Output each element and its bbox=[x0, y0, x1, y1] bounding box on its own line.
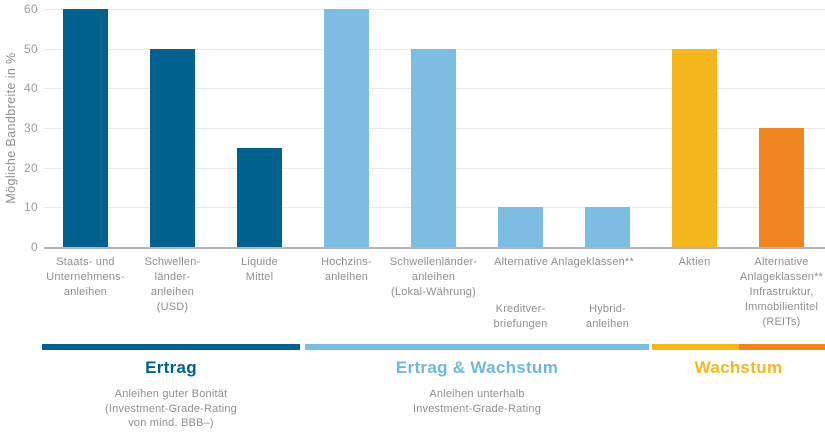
bar-2 bbox=[150, 48, 195, 247]
y-tick-label-10: 10 bbox=[24, 200, 38, 215]
x-axis-line bbox=[44, 246, 825, 249]
bar-label-8: Aktien bbox=[678, 256, 711, 268]
y-tick-label-40: 40 bbox=[24, 81, 38, 96]
bar-label-7: Hybrid- anleihen bbox=[585, 303, 630, 330]
bar-1 bbox=[63, 9, 108, 247]
bar-label-4: Hochzins- anleihen bbox=[321, 256, 372, 283]
bar-label-3: Liquide Mittel bbox=[241, 256, 278, 283]
y-tick-label-50: 50 bbox=[24, 41, 38, 56]
group-subtitle-2: Anleihen unterhalb Investment-Grade-Rati… bbox=[412, 388, 542, 415]
bar-label-1: Staats- und Unternehmens- anleihen bbox=[46, 256, 125, 298]
bar-5 bbox=[411, 48, 456, 247]
y-tick-label-30: 30 bbox=[24, 121, 38, 135]
group-underline-3-1 bbox=[652, 344, 739, 350]
bar-6 bbox=[498, 207, 543, 247]
bar-label-6: Kreditver- briefungen bbox=[493, 303, 548, 330]
group-underline-3-2 bbox=[738, 344, 825, 350]
y-tick-label-20: 20 bbox=[24, 160, 38, 175]
group-subtitle-1: Anleihen guter Bonität (Investment-Grade… bbox=[105, 388, 237, 429]
group-title-3: Wachstum bbox=[694, 358, 783, 377]
y-tick-label-0: 0 bbox=[31, 240, 38, 254]
bar-4 bbox=[324, 9, 369, 247]
group-underline-1-1 bbox=[42, 344, 300, 350]
bar-8 bbox=[672, 48, 717, 247]
bar-3 bbox=[237, 147, 282, 247]
bar-9 bbox=[759, 128, 804, 247]
bar-7 bbox=[585, 207, 630, 247]
bar-label-9: Alternative Anlageklassen** Infrastruktu… bbox=[739, 256, 824, 328]
bar-label-5: Schwellenländer- anleihen (Lokal-Währung… bbox=[389, 256, 478, 298]
gridline-60 bbox=[44, 9, 825, 10]
y-tick-label-60: 60 bbox=[24, 2, 38, 16]
group-underline-2-1 bbox=[305, 344, 649, 350]
group-title-2: Ertrag & Wachstum bbox=[395, 358, 559, 377]
group-title-1: Ertrag bbox=[145, 358, 197, 377]
bar-label-2: Schwellen- länder- anleihen (USD) bbox=[144, 256, 201, 313]
span-label-alternative-anlageklassen: Alternative Anlageklassen** bbox=[494, 256, 634, 268]
